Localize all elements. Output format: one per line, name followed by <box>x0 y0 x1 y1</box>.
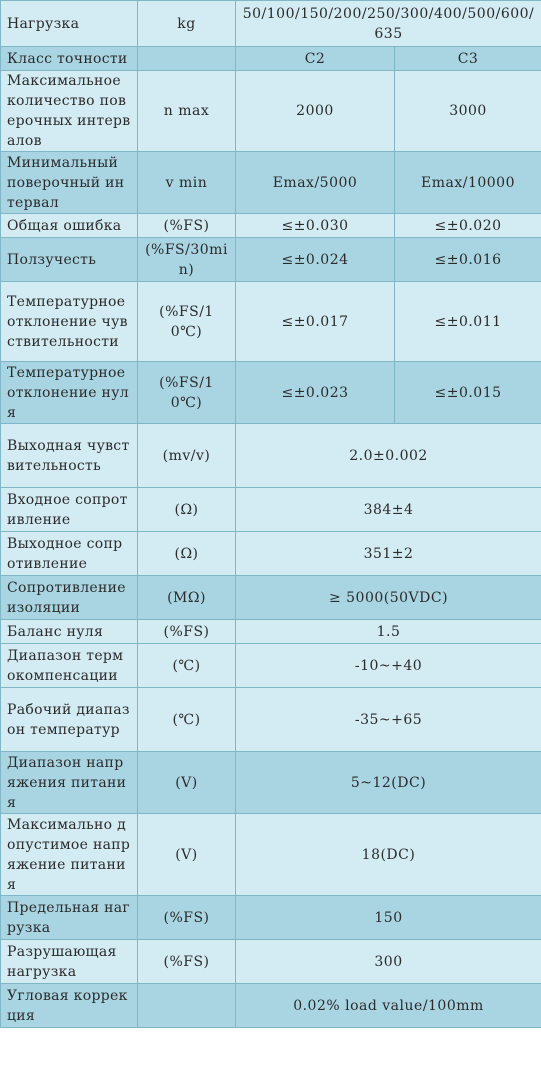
param-value: ≤±0.016 <box>393 237 541 282</box>
param-value: ≤±0.017 <box>235 281 395 362</box>
param-name: Сопротивление изоляции <box>0 575 138 620</box>
param-value: ≤±0.023 <box>235 361 395 424</box>
param-value: ≤±0.011 <box>393 281 541 362</box>
param-unit: (mv/v) <box>137 423 236 488</box>
spec-row: Максимально допустимое напряжение питани… <box>0 813 541 896</box>
param-value: ≤±0.024 <box>235 237 395 282</box>
param-name: Рабочий диапазон температур <box>0 687 138 752</box>
param-unit: n max <box>137 70 236 152</box>
param-name: Класс точности <box>0 46 138 71</box>
param-value: -10~+40 <box>234 643 541 688</box>
param-value: 384±4 <box>234 487 541 532</box>
param-name: Выходное сопротивление <box>0 531 138 576</box>
param-value: 2.0±0.002 <box>234 423 541 488</box>
spec-row: Температурное отклонение чувствительност… <box>0 281 541 362</box>
spec-row: Входное сопротивление (Ω) 384±4 <box>0 487 541 532</box>
param-unit: (%FS/10℃) <box>137 361 236 424</box>
spec-table: Нагрузка kg 50/100/150/200/250/300/400/500… <box>0 0 541 1028</box>
param-unit: kg <box>137 0 236 47</box>
param-name: Угловая коррекция <box>0 983 138 1028</box>
param-name: Максимально допустимое напряжение питани… <box>0 813 138 896</box>
param-value: 2000 <box>235 70 395 152</box>
spec-row: Общая ошибка (%FS) ≤±0.030 ≤±0.020 <box>0 213 541 238</box>
param-value: 1.5 <box>234 619 541 644</box>
param-value: 50/100/150/200/250/300/400/500/600/635 <box>234 0 541 47</box>
param-value: ≤±0.015 <box>393 361 541 424</box>
param-name: Температурное отклонение нуля <box>0 361 138 424</box>
spec-row: Ползучесть (%FS/30min) ≤±0.024 ≤±0.016 <box>0 237 541 282</box>
param-value: 3000 <box>393 70 541 152</box>
spec-row: Диапазон термокомпенсации (℃) -10~+40 <box>0 643 541 688</box>
spec-row: Выходная чувствительность (mv/v) 2.0±0.002 <box>0 423 541 488</box>
spec-row: Баланс нуля (%FS) 1.5 <box>0 619 541 644</box>
param-name: Нагрузка <box>0 0 138 47</box>
param-value: ≥ 5000(50VDC) <box>234 575 541 620</box>
param-name: Ползучесть <box>0 237 138 282</box>
spec-row: Выходное сопротивление (Ω) 351±2 <box>0 531 541 576</box>
spec-row: Рабочий диапазон температур (℃) -35~+65 <box>0 687 541 752</box>
param-name: Максимальное количество поверочных интер… <box>0 70 138 152</box>
param-name: Разрушающая нагрузка <box>0 939 138 984</box>
param-value: ≤±0.030 <box>235 213 395 238</box>
param-unit: (Ω) <box>137 531 236 576</box>
param-name: Диапазон напряжения питания <box>0 751 138 814</box>
param-unit: (Ω) <box>137 487 236 532</box>
param-value: C2 <box>235 46 395 71</box>
spec-row: Диапазон напряжения питания (V) 5~12(DC) <box>0 751 541 814</box>
param-unit <box>137 46 236 71</box>
spec-row: Класс точности C2 C3 <box>0 46 541 71</box>
param-value: 300 <box>234 939 541 984</box>
spec-row: Сопротивление изоляции (MΩ) ≥ 5000(50VDC) <box>0 575 541 620</box>
param-value: ≤±0.020 <box>393 213 541 238</box>
param-name: Общая ошибка <box>0 213 138 238</box>
param-value: 0.02% load value/100mm <box>234 983 541 1028</box>
param-unit: (%FS/30min) <box>137 237 236 282</box>
param-unit: (%FS) <box>137 895 236 940</box>
spec-row: Предельная нагрузка (%FS) 150 <box>0 895 541 940</box>
param-value: 351±2 <box>234 531 541 576</box>
param-unit <box>137 983 236 1028</box>
param-name: Выходная чувствительность <box>0 423 138 488</box>
param-unit: (%FS) <box>137 213 236 238</box>
param-unit: (%FS) <box>137 619 236 644</box>
param-value: C3 <box>393 46 541 71</box>
param-name: Диапазон термокомпенсации <box>0 643 138 688</box>
param-unit: (V) <box>137 751 236 814</box>
param-value: 5~12(DC) <box>234 751 541 814</box>
spec-row: Минимальный поверочный интервал v min Emax… <box>0 151 541 214</box>
spec-row: Максимальное количество поверочных интер… <box>0 70 541 152</box>
param-unit: (℃) <box>137 687 236 752</box>
spec-row: Нагрузка kg 50/100/150/200/250/300/400/500… <box>0 0 541 47</box>
param-unit: (V) <box>137 813 236 896</box>
spec-row: Угловая коррекция 0.02% load value/100mm <box>0 983 541 1028</box>
param-name: Баланс нуля <box>0 619 138 644</box>
param-value: 150 <box>234 895 541 940</box>
spec-row: Температурное отклонение нуля (%FS/10℃) ≤±… <box>0 361 541 424</box>
spec-row: Разрушающая нагрузка (%FS) 300 <box>0 939 541 984</box>
param-value: 18(DC) <box>234 813 541 896</box>
param-value: -35~+65 <box>234 687 541 752</box>
param-unit: (%FS/10℃) <box>137 281 236 362</box>
param-unit: (MΩ) <box>137 575 236 620</box>
spec-table-body: Нагрузка kg 50/100/150/200/250/300/400/500… <box>0 0 541 1028</box>
param-unit: (℃) <box>137 643 236 688</box>
param-unit: (%FS) <box>137 939 236 984</box>
param-value: Emax/10000 <box>393 151 541 214</box>
param-name: Предельная нагрузка <box>0 895 138 940</box>
param-name: Температурное отклонение чувствительност… <box>0 281 138 362</box>
param-name: Минимальный поверочный интервал <box>0 151 138 214</box>
param-name: Входное сопротивление <box>0 487 138 532</box>
param-unit: v min <box>137 151 236 214</box>
param-value: Emax/5000 <box>235 151 395 214</box>
